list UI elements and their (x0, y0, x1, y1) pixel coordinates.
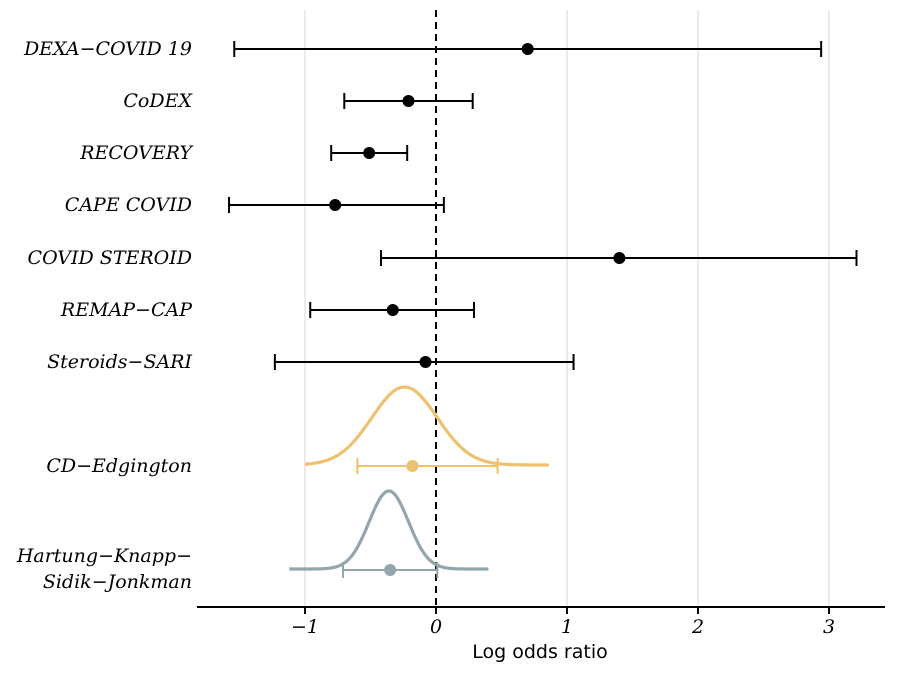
point-estimate (521, 43, 534, 55)
summary-label: Hartung−Knapp− (16, 545, 192, 567)
study-row (330, 145, 409, 161)
summary-row (289, 489, 489, 578)
study-label: REMAP−CAP (60, 299, 193, 321)
summary-label: Sidik−Jonkman (43, 571, 192, 593)
point-estimate (402, 95, 415, 107)
summary-row (304, 385, 549, 474)
density-curve (304, 385, 549, 467)
x-axis-ticks: −1 0 1 2 3 (291, 607, 835, 638)
study-row (233, 41, 823, 57)
point-estimate (329, 199, 342, 211)
point-estimate (419, 356, 432, 368)
study-row (309, 302, 475, 318)
study-label: CAPE COVID (65, 194, 192, 216)
point-estimate (384, 564, 397, 576)
point-estimate (613, 252, 626, 264)
study-row (228, 197, 445, 213)
tick-label: 2 (691, 616, 704, 638)
tick-label: 3 (823, 616, 835, 638)
density-curve (289, 489, 489, 571)
study-row (343, 93, 474, 109)
tick-label: −1 (291, 616, 319, 638)
study-label: COVID STEROID (28, 247, 192, 269)
tick-label: 1 (561, 616, 573, 638)
point-estimate (386, 304, 399, 316)
point-estimate (406, 460, 419, 472)
study-label: CoDEX (123, 90, 193, 112)
plot-marks (228, 41, 858, 578)
study-label: RECOVERY (79, 142, 194, 164)
study-label: Steroids−SARI (47, 351, 192, 373)
tick-label: 0 (430, 616, 442, 638)
study-row (273, 354, 575, 370)
study-labels: DEXA−COVID 19 CoDEX RECOVERY CAPE COVID COVI… (16, 38, 195, 593)
study-label: DEXA−COVID 19 (23, 38, 192, 60)
summary-label: CD−Edgington (46, 455, 192, 477)
grid-lines (304, 10, 830, 607)
x-axis-title: Log odds ratio (472, 641, 607, 663)
point-estimate (363, 147, 376, 159)
study-row (379, 250, 858, 266)
